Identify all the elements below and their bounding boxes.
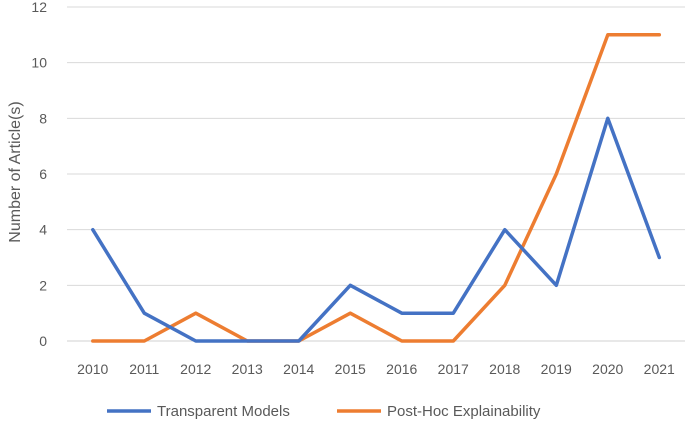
x-tick-label-2017: 2017 — [438, 361, 469, 377]
y-tick-label-6: 6 — [39, 166, 47, 182]
x-tick-label-2013: 2013 — [232, 361, 263, 377]
x-axis-ticks: 2010 2011 2012 2013 2014 2015 2016 2017 2018 2019… — [77, 361, 675, 377]
series-lines — [91, 33, 662, 343]
y-tick-label-10: 10 — [31, 55, 47, 71]
x-tick-label-2018: 2018 — [489, 361, 520, 377]
y-tick-label-2: 2 — [39, 277, 47, 293]
x-tick-label-2012: 2012 — [180, 361, 211, 377]
y-axis-ticks: 0 2 4 6 8 10 12 — [31, 0, 47, 349]
x-tick-label-2011: 2011 — [129, 361, 159, 377]
x-tick-label-2016: 2016 — [386, 361, 417, 377]
legend-label-transparent-models: Transparent Models — [157, 403, 290, 420]
x-tick-label-2015: 2015 — [335, 361, 366, 377]
y-tick-label-8: 8 — [39, 110, 47, 126]
x-tick-label-2014: 2014 — [283, 361, 314, 377]
y-tick-label-0: 0 — [39, 333, 47, 349]
legend: Transparent Models Post-Hoc Explainabilit… — [107, 403, 541, 420]
y-axis-label: Number of Article(s) — [7, 101, 24, 242]
x-tick-label-2019: 2019 — [541, 361, 572, 377]
y-tick-label-12: 12 — [31, 0, 47, 15]
x-tick-label-2010: 2010 — [77, 361, 108, 377]
legend-label-post-hoc-explainability: Post-Hoc Explainability — [387, 403, 541, 420]
x-tick-label-2021: 2021 — [644, 361, 675, 377]
y-tick-label-4: 4 — [39, 222, 47, 238]
series-line-post-hoc-explainability — [91, 33, 662, 343]
gridlines — [67, 6, 685, 342]
x-tick-label-2020: 2020 — [592, 361, 623, 377]
series-line-transparent-models — [91, 116, 662, 343]
